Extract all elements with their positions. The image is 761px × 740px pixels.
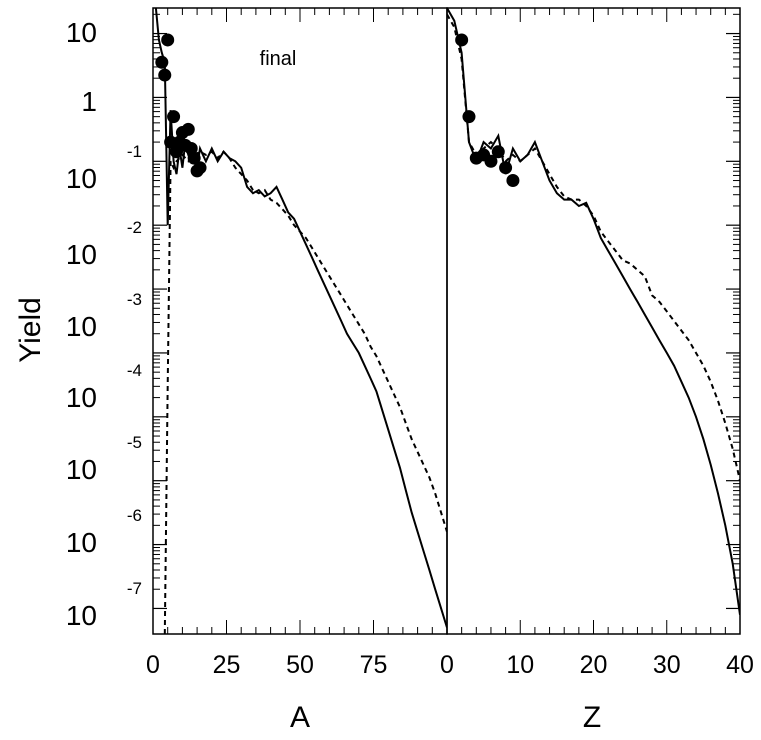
x-tick-label-a: 75 [360, 651, 388, 679]
x-tick-label-z: 10 [506, 651, 534, 679]
solid-curve [154, 8, 447, 628]
solid-curve [447, 8, 740, 615]
data-marker [187, 151, 201, 165]
data-marker [158, 68, 172, 82]
y-tick-exponent: -4 [127, 361, 142, 380]
data-marker [155, 55, 169, 69]
data-marker [491, 145, 505, 159]
y-tick-label: 1 [81, 86, 97, 117]
y-tick-label: 10 [66, 382, 97, 413]
plot-frame-z [446, 7, 741, 635]
dashed-curve [447, 13, 740, 481]
data-marker [161, 33, 175, 47]
x-tick-label-a: 50 [286, 651, 314, 679]
x-tick-label-a: 25 [213, 651, 241, 679]
y-tick-exponent: -5 [127, 433, 142, 452]
x-axis-label-a: A [290, 701, 310, 734]
data-marker [484, 154, 498, 168]
data-marker [167, 110, 181, 124]
y-tick-exponent: -6 [127, 506, 142, 525]
data-marker [462, 110, 476, 124]
x-tick-label-z: 0 [440, 651, 454, 679]
y-tick-exponent: -1 [127, 142, 142, 161]
y-tick-exponent: -3 [127, 290, 142, 309]
x-axis-label-z: Z [583, 701, 601, 734]
y-tick-label: 10 [66, 600, 97, 631]
y-tick-label: 10 [66, 163, 97, 194]
plot-frames [152, 7, 741, 635]
y-tick-label: 10 [66, 527, 97, 558]
data-marker [455, 33, 469, 47]
y-axis-label: Yield [14, 297, 47, 363]
dashed-curve [163, 150, 447, 634]
data-marker [499, 161, 513, 175]
tick-marks [152, 8, 741, 634]
annotation-final: final [260, 48, 297, 70]
x-tick-label-z: 20 [580, 651, 608, 679]
series-group-Z [447, 8, 740, 615]
data-marker [181, 122, 195, 136]
y-tick-exponent: -7 [127, 579, 142, 598]
y-tick-label: 10 [66, 311, 97, 342]
data-marker [193, 161, 207, 175]
series-layer [154, 8, 740, 634]
y-tick-label: 10 [66, 239, 97, 270]
y-tick-exponent: -2 [127, 218, 142, 237]
x-tick-label-z: 30 [653, 651, 681, 679]
y-tick-label: 10 [66, 17, 97, 48]
y-tick-label: 10 [66, 454, 97, 485]
series-group-A [154, 8, 447, 634]
plot-frame-a [152, 7, 448, 635]
label-layer: 10 1 10 -1 10 -2 10 -3 10 -4 10 -5 10 -6 10 -7 0 25 50 75 0 1… [14, 17, 754, 734]
data-marker [506, 173, 520, 187]
x-tick-label-a: 0 [146, 651, 160, 679]
x-tick-label-z: 40 [726, 651, 754, 679]
